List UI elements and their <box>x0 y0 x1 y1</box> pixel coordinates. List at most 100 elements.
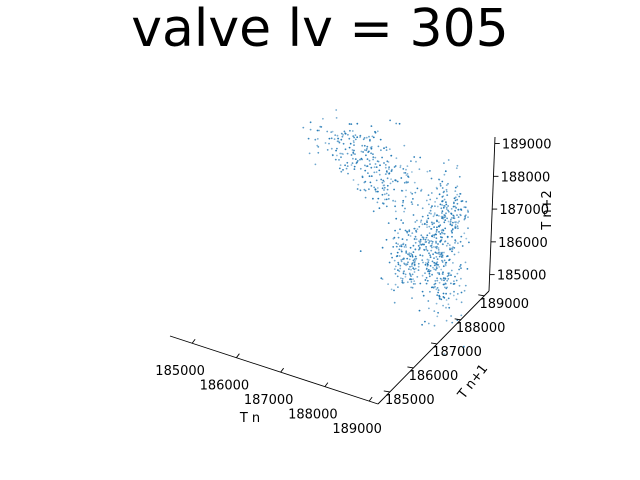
data-point <box>419 156 422 159</box>
data-point <box>415 238 418 241</box>
data-point <box>415 257 418 260</box>
data-point <box>388 172 391 175</box>
data-point <box>434 201 436 203</box>
data-point <box>460 277 462 280</box>
data-point <box>381 156 383 159</box>
data-point <box>430 240 433 242</box>
data-point <box>433 236 436 239</box>
data-point <box>441 259 443 262</box>
data-point <box>407 176 410 179</box>
data-point <box>384 166 387 169</box>
data-point <box>361 176 364 179</box>
data-point <box>375 171 378 174</box>
data-point <box>414 267 417 270</box>
data-point <box>388 148 391 151</box>
data-point <box>400 260 403 263</box>
data-point <box>460 291 463 294</box>
data-point <box>436 220 438 223</box>
data-point <box>402 243 404 246</box>
data-point <box>336 154 338 157</box>
data-point <box>446 255 449 257</box>
data-point <box>414 221 417 223</box>
data-point <box>410 278 413 281</box>
data-point <box>326 130 329 133</box>
data-point <box>419 238 422 241</box>
data-point <box>431 221 433 224</box>
data-point <box>353 168 356 171</box>
data-point <box>412 198 414 200</box>
data-point <box>420 234 423 237</box>
data-point <box>352 179 355 181</box>
y-tick-label: 185000 <box>385 393 435 408</box>
data-point <box>411 265 413 268</box>
data-point <box>405 174 408 177</box>
data-point <box>383 186 386 189</box>
data-point <box>437 252 439 255</box>
data-point <box>405 252 408 254</box>
data-point <box>320 126 323 128</box>
data-point <box>404 275 407 278</box>
data-point <box>440 238 443 241</box>
data-point <box>439 236 442 238</box>
data-point <box>370 185 373 187</box>
data-point <box>352 135 355 138</box>
data-point <box>463 345 465 348</box>
data-point <box>463 206 466 209</box>
data-point <box>351 162 354 165</box>
data-point <box>302 126 305 129</box>
data-point <box>448 272 451 274</box>
data-point <box>417 204 419 206</box>
data-point <box>420 219 423 222</box>
data-point <box>425 248 428 251</box>
data-point <box>409 191 412 194</box>
data-point <box>450 230 453 232</box>
data-point <box>463 232 466 235</box>
data-point <box>378 207 381 210</box>
data-point <box>461 200 464 202</box>
data-point <box>398 270 401 273</box>
data-point <box>407 261 409 264</box>
data-point <box>428 240 431 243</box>
data-point <box>413 261 416 264</box>
data-point <box>435 302 438 305</box>
data-point <box>374 156 377 159</box>
data-point <box>461 245 464 247</box>
data-point <box>459 240 462 243</box>
data-point <box>446 217 448 220</box>
data-point <box>411 254 414 256</box>
data-point <box>438 281 441 284</box>
data-point <box>440 256 443 258</box>
data-point <box>387 283 389 285</box>
data-point <box>375 166 378 169</box>
data-point <box>440 268 443 271</box>
data-point <box>429 209 432 212</box>
data-point <box>346 161 349 164</box>
data-point <box>442 304 444 307</box>
data-point <box>443 283 446 286</box>
x-tick-label: 189000 <box>332 422 382 437</box>
data-point <box>444 214 446 217</box>
data-point <box>359 134 362 137</box>
data-point <box>436 258 439 260</box>
data-point <box>450 212 452 215</box>
data-point <box>423 223 426 226</box>
y-tick-mark <box>454 318 461 321</box>
data-point <box>437 311 439 314</box>
data-point <box>455 167 458 170</box>
data-point <box>413 258 416 261</box>
data-point <box>361 144 364 147</box>
data-point <box>427 217 430 220</box>
data-point <box>438 255 441 258</box>
data-point <box>454 227 457 229</box>
data-point <box>433 257 435 260</box>
data-point <box>335 109 338 111</box>
data-point <box>457 251 460 254</box>
data-point <box>441 187 444 189</box>
data-point <box>417 269 420 271</box>
data-point <box>418 309 421 312</box>
data-point <box>381 187 384 190</box>
data-point <box>446 194 449 197</box>
data-point <box>439 233 442 235</box>
data-point <box>416 187 419 190</box>
data-point <box>443 198 446 201</box>
